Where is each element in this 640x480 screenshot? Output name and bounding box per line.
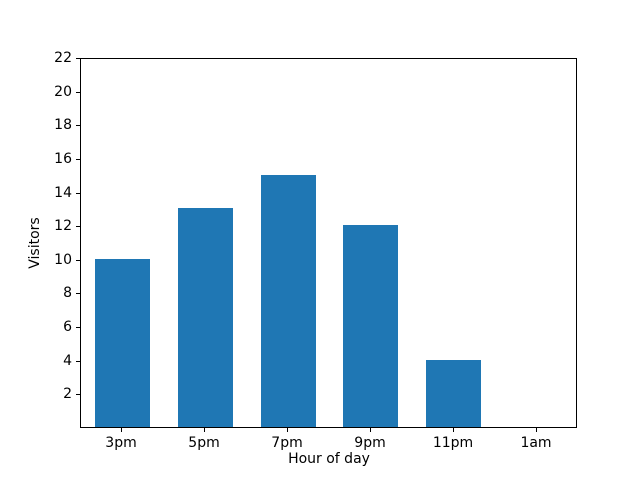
x-axis-label: Hour of day	[288, 451, 370, 467]
bar-3pm	[95, 259, 150, 427]
bar-5pm	[178, 208, 233, 427]
y-tick-mark	[76, 125, 80, 126]
y-tick-mark	[76, 159, 80, 160]
x-tick-label: 5pm	[188, 435, 220, 451]
x-tick-mark	[536, 428, 537, 432]
y-tick-mark	[76, 58, 80, 59]
y-tick-mark	[76, 293, 80, 294]
y-tick-label: 16	[54, 151, 72, 167]
x-tick-mark	[370, 428, 371, 432]
y-tick-mark	[76, 260, 80, 261]
y-tick-label: 14	[54, 185, 72, 201]
x-tick-mark	[204, 428, 205, 432]
y-tick-label: 20	[54, 84, 72, 100]
y-tick-label: 8	[63, 285, 72, 301]
x-tick-label: 1am	[520, 435, 552, 451]
y-tick-label: 22	[54, 50, 72, 66]
y-tick-mark	[76, 226, 80, 227]
x-tick-mark	[287, 428, 288, 432]
bar-11pm	[426, 360, 481, 427]
x-tick-mark	[453, 428, 454, 432]
x-tick-label: 9pm	[354, 435, 386, 451]
x-tick-label: 7pm	[271, 435, 303, 451]
x-tick-label: 11pm	[432, 435, 474, 451]
y-tick-label: 4	[63, 353, 72, 369]
y-tick-mark	[76, 394, 80, 395]
bar-9pm	[343, 225, 398, 427]
y-tick-label: 10	[54, 252, 72, 268]
y-tick-mark	[76, 92, 80, 93]
y-tick-label: 12	[54, 218, 72, 234]
y-tick-mark	[76, 361, 80, 362]
y-tick-label: 2	[63, 386, 72, 402]
y-tick-mark	[76, 327, 80, 328]
plot-area	[80, 58, 577, 428]
x-tick-label: 3pm	[105, 435, 137, 451]
y-tick-label: 18	[54, 117, 72, 133]
x-tick-mark	[121, 428, 122, 432]
y-tick-label: 6	[63, 319, 72, 335]
y-tick-mark	[76, 193, 80, 194]
bar-7pm	[261, 175, 316, 427]
